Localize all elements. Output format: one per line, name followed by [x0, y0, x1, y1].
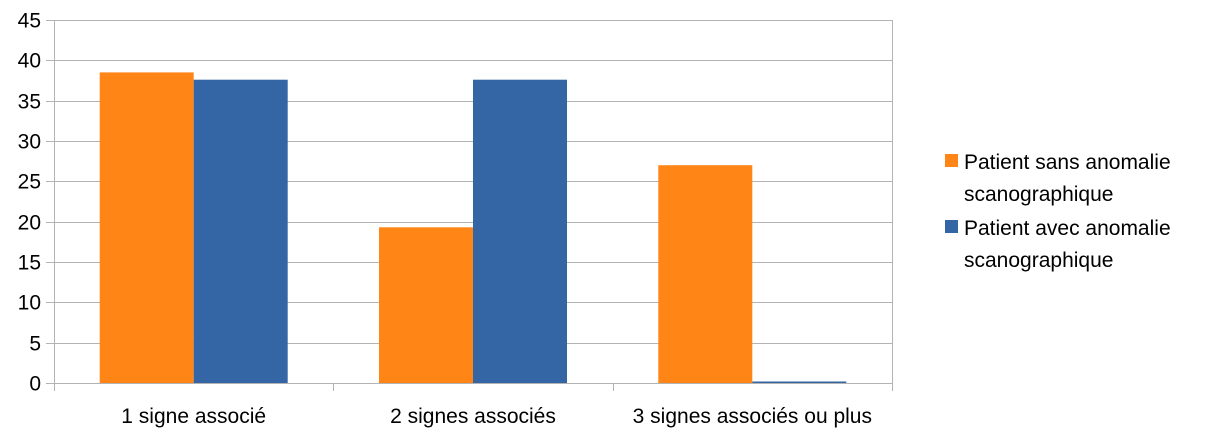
bar-series1-cat3 [658, 165, 753, 383]
x-category-label: 3 signes associés ou plus [633, 405, 872, 428]
y-tick-label: 5 [29, 333, 41, 356]
legend-label: scanographique [964, 183, 1113, 206]
legend-label: scanographique [964, 249, 1113, 272]
bar-series2-cat3 [752, 381, 847, 383]
bar-series2-cat2 [473, 79, 567, 383]
bars [99, 72, 847, 384]
bar-series2-cat1 [193, 79, 288, 383]
y-tick-label: 15 [18, 252, 41, 275]
legend-label: Patient avec anomalie [964, 217, 1171, 240]
y-tick-label: 10 [18, 292, 41, 315]
y-tick-label: 45 [18, 10, 41, 33]
axes [54, 20, 893, 391]
legend-label: Patient sans anomalie [964, 151, 1171, 174]
y-tick-label: 0 [29, 373, 41, 396]
y-tick-label: 20 [18, 212, 41, 235]
x-axis-labels: 1 signe associé 2 signes associés 3 signes… [121, 405, 872, 428]
y-tick-label: 35 [18, 91, 41, 114]
y-tick-label: 25 [18, 171, 41, 194]
x-category-label: 2 signes associés [390, 405, 556, 428]
y-axis-ticks: 0 5 10 15 20 25 30 35 40 45 [18, 10, 54, 396]
bar-series1-cat1 [99, 72, 194, 384]
legend-swatch [945, 220, 958, 233]
bar-series1-cat2 [379, 227, 473, 383]
y-tick-label: 40 [18, 50, 41, 73]
legend: Patient sans anomalie scanographique Patie… [945, 151, 1171, 272]
y-tick-label: 30 [18, 131, 41, 154]
x-category-label: 1 signe associé [121, 405, 266, 428]
legend-swatch [945, 154, 958, 167]
